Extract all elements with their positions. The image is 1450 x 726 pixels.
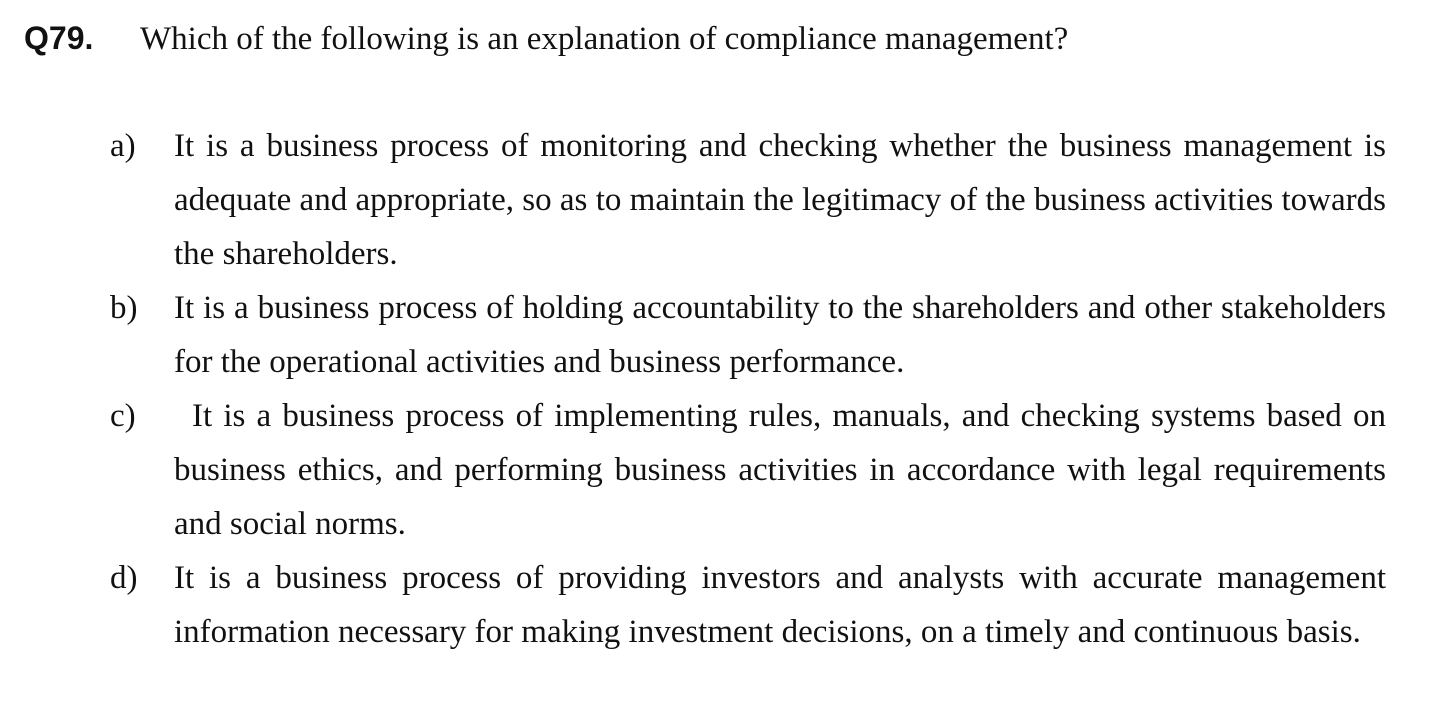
option-text: It is a business process of holding acco… [174,290,1386,380]
option-letter: b) [110,290,138,326]
option-text: It is a business process of providing in… [174,560,1386,650]
option-b: b) It is a business process of holding a… [110,281,1386,389]
question-header: Q79. Which of the following is an explan… [24,14,1414,64]
question-text: Which of the following is an explanation… [140,21,1069,57]
option-text: It is a business process of monitoring a… [174,128,1386,272]
option-a: a) It is a business process of monitorin… [110,119,1386,281]
option-letter: c) [110,398,136,434]
option-d: d) It is a business process of providing… [110,551,1386,659]
question-number: Q79. [24,20,94,56]
option-c: c) It is a business process of implement… [110,389,1386,551]
option-text: It is a business process of implementing… [174,398,1386,542]
answer-options: a) It is a business process of monitorin… [110,119,1386,659]
option-letter: a) [110,128,136,164]
option-letter: d) [110,560,138,596]
